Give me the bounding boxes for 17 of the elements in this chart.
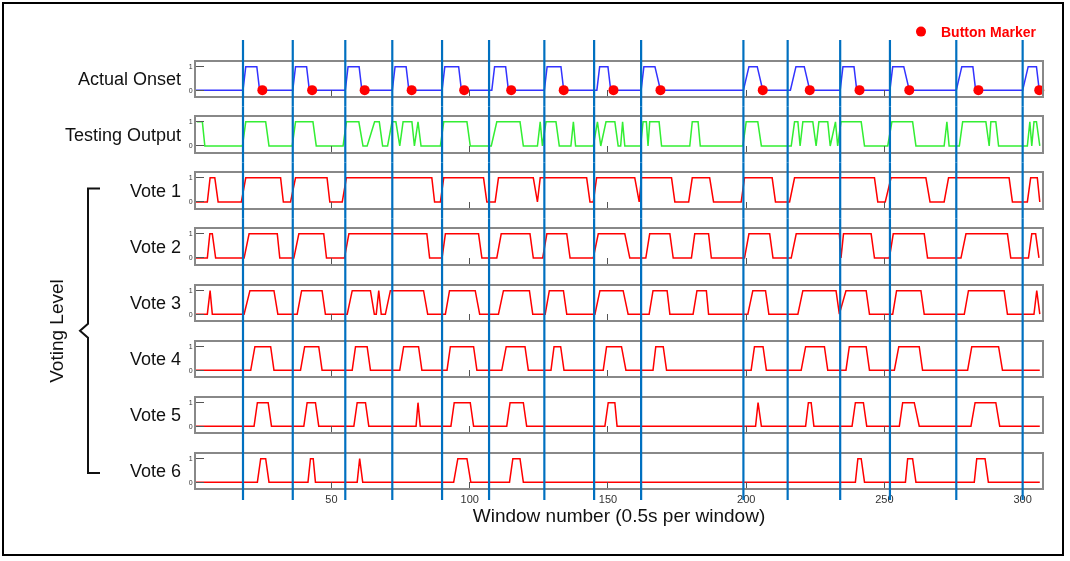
y-axis-title: Vote 3 (130, 293, 182, 313)
x-tick-label: 300 (1013, 493, 1032, 506)
y-axis-title: Vote 4 (130, 349, 182, 369)
x-tick-label: 50 (325, 493, 338, 506)
legend-label: Button Marker (941, 24, 1037, 41)
y-axis-title: Vote 2 (130, 237, 182, 257)
y-axis-title: Vote 5 (130, 405, 182, 425)
text: Voting Level (46, 279, 68, 383)
y-axis-title: Vote 1 (130, 181, 182, 201)
x-tick-label: 100 (460, 493, 479, 506)
x-axis-title: Window number (0.5s per window) (472, 505, 766, 527)
y-axis-title: Actual Onset (78, 69, 182, 89)
x-tick-label: 250 (875, 493, 894, 506)
y-axis-title: Testing Output (65, 125, 182, 145)
x-tick-label: 200 (737, 493, 756, 506)
x-tick-label: 150 (598, 493, 618, 506)
y-axis-title: Vote 6 (130, 461, 182, 481)
